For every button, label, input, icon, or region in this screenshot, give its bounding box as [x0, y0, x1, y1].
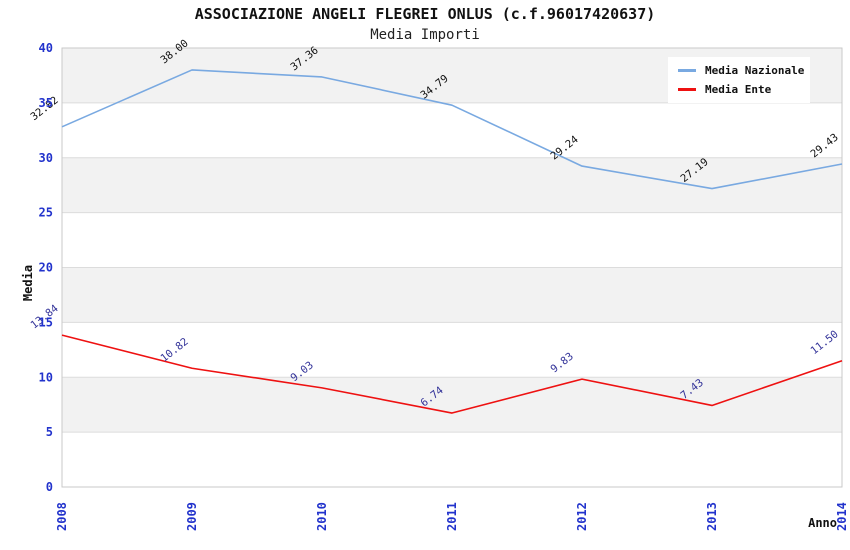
plot-band [62, 102, 842, 158]
legend-label: Media Ente [705, 83, 772, 96]
series-line-media-nazionale [61, 69, 843, 190]
y-tick-label: 40 [39, 41, 53, 55]
chart-title: ASSOCIAZIONE ANGELI FLEGREI ONLUS (c.f.9… [194, 5, 656, 23]
y-tick-label: 25 [39, 206, 53, 220]
x-axis-title: Anno [808, 516, 837, 530]
y-tick-label: 35 [39, 96, 53, 110]
legend-swatch-media-nazionale-icon [678, 69, 696, 72]
plot-band [62, 157, 842, 213]
y-tick-label: 5 [46, 425, 53, 439]
plot-border [61, 47, 843, 488]
chart-subtitle: Media Importi [370, 27, 480, 43]
x-tick-label: 2014 [835, 502, 849, 531]
x-tick-label: 2011 [445, 502, 459, 531]
y-tick-label: 10 [39, 370, 53, 384]
legend-label: Media Nazionale [705, 64, 805, 77]
y-tick-label: 0 [46, 480, 53, 494]
legend: Media Nazionale Media Ente [668, 57, 810, 103]
y-tick-label: 30 [39, 151, 53, 165]
series-line-media-ente [61, 334, 843, 414]
x-tick-label: 2010 [315, 502, 329, 531]
y-tick-label: 20 [39, 261, 53, 275]
plot-band [62, 432, 842, 487]
x-tick-label: 2013 [705, 502, 719, 531]
x-tick-label: 2008 [55, 502, 69, 531]
plot-band [62, 212, 842, 268]
plot-band [62, 377, 842, 433]
x-tick-label: 2012 [575, 502, 589, 531]
y-axis-title: Media [21, 264, 35, 302]
plot-band [62, 267, 842, 323]
legend-item-media-ente: Media Ente [668, 83, 810, 96]
legend-item-media-nazionale: Media Nazionale [668, 64, 810, 77]
y-tick-label: 15 [39, 315, 53, 329]
x-tick-label: 2009 [185, 502, 199, 531]
legend-swatch-media-ente-icon [678, 88, 696, 91]
